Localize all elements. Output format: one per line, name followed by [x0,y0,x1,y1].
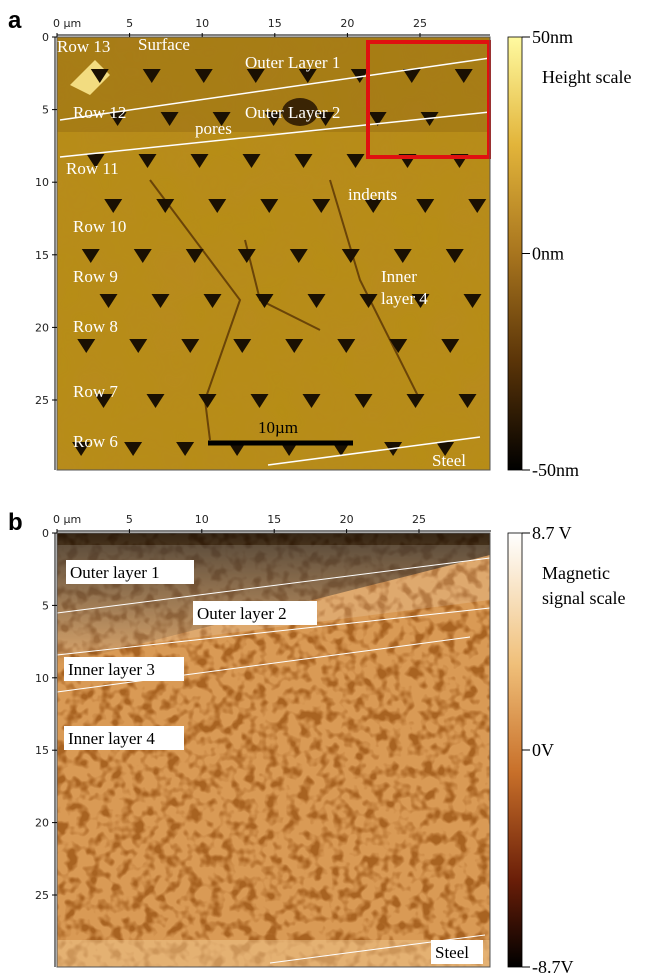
afm-height-image [57,37,490,470]
annotation: pores [195,119,232,138]
x-tick-label: 0 µm [53,513,81,526]
y-tick-label: 15 [35,744,49,757]
panel-label: b [8,509,23,536]
colorbar-title: Magnetic [542,563,610,583]
annotation: Row 10 [73,217,126,236]
colorbar-label: 0nm [532,244,564,264]
y-tick-label: 25 [35,889,49,902]
x-tick-label: 25 [412,513,426,526]
colorbar-label: -8.7V [532,957,574,977]
x-tick-label: 20 [340,513,354,526]
x-tick-label: 10 [195,17,209,30]
annotation: indents [348,185,397,204]
y-tick-label: 20 [35,817,49,830]
colorbar-label: 50nm [532,27,573,47]
y-tick-label: 10 [35,176,49,189]
annotation: Inner layer 3 [68,660,155,679]
y-tick-label: 20 [35,321,49,334]
colorbar-label: 0V [532,740,554,760]
annotation: Inner [381,267,417,286]
y-tick-label: 5 [42,599,49,612]
colorbar-title: signal scale [542,588,625,608]
annotation: Row 12 [73,103,126,122]
annotation: Outer layer 1 [70,563,160,582]
figure: Row 13 Surface Outer Layer 1 Row 12 Oute… [0,0,653,977]
panel-label: a [8,7,22,34]
x-tick-label: 5 [126,513,133,526]
x-tick-label: 10 [195,513,209,526]
annotation: Surface [138,35,190,54]
annotation: Row 6 [73,432,118,451]
y-tick-label: 25 [35,394,49,407]
x-tick-label: 20 [340,17,354,30]
annotation: Outer Layer 2 [245,103,340,122]
y-tick-label: 5 [42,104,49,117]
annotation: Steel [432,451,466,470]
x-tick-label: 5 [126,17,133,30]
annotation: Outer layer 2 [197,604,287,623]
y-tick-label: 0 [42,527,49,540]
colorbar-label: -50nm [532,460,579,480]
annotation: Row 7 [73,382,118,401]
colorbar-title: Height scale [542,67,631,87]
annotation: Row 8 [73,317,118,336]
colorbar-label: 8.7 V [532,523,572,543]
x-tick-label: 0 µm [53,17,81,30]
x-tick-label: 15 [268,17,282,30]
y-tick-label: 0 [42,31,49,44]
annotation: Row 11 [66,159,119,178]
annotation: layer 4 [381,289,428,308]
scale-bar-label: 10µm [258,418,298,437]
colorbar [508,533,522,967]
x-tick-label: 15 [267,513,281,526]
y-tick-label: 10 [35,672,49,685]
y-tick-label: 15 [35,249,49,262]
colorbar [508,37,522,470]
annotation: Outer Layer 1 [245,53,340,72]
annotation: Inner layer 4 [68,729,155,748]
annotation: Row 9 [73,267,118,286]
annotation: Steel [435,943,469,962]
annotation: Row 13 [57,37,110,56]
x-tick-label: 25 [413,17,427,30]
